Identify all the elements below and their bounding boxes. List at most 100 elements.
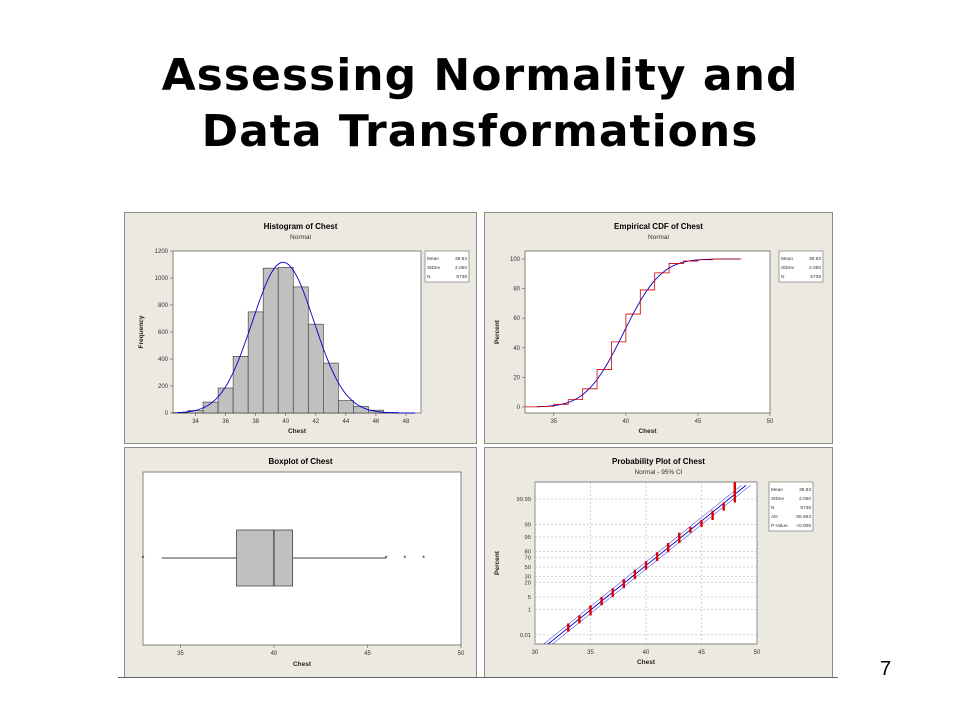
chart-title: Probability Plot of Chest	[612, 457, 705, 466]
y-tick-label: 0.01	[520, 633, 531, 639]
y-tick-label: 200	[158, 384, 169, 390]
box-iqr	[236, 529, 293, 587]
stats-box	[424, 250, 470, 283]
histogram-chart: Histogram of Chest Normal 34 36 38 40 42 44 46 48…	[138, 222, 470, 435]
x-tick-label: 35	[587, 650, 594, 656]
y-tick-label: 95	[525, 535, 531, 541]
probplot-panel: Probability Plot of Chest Normal - 95% CI…	[484, 447, 833, 678]
outlier-marker: *	[385, 556, 388, 563]
stats-value: 5738	[800, 505, 811, 511]
stats-box	[778, 250, 824, 283]
probability-plot-chart: Probability Plot of Chest Normal - 95% CI…	[494, 457, 814, 666]
stats-value: 39.83	[455, 256, 467, 262]
histogram-bar	[277, 267, 294, 414]
y-tick-label: 80	[513, 287, 520, 293]
y-tick-label: 100	[510, 257, 521, 263]
y-tick-label: 600	[158, 330, 169, 336]
stats-value: 39.83	[809, 256, 821, 262]
title-line-1: Assessing Normality and	[161, 50, 799, 101]
x-axis-label: Chest	[288, 428, 307, 435]
x-tick-label: 35	[177, 651, 184, 657]
chart-subtitle: Normal	[648, 234, 670, 241]
x-tick-label: 45	[364, 651, 371, 657]
histogram-bar	[353, 405, 369, 414]
y-tick-label: 1	[528, 607, 531, 613]
stats-label: N	[771, 505, 775, 511]
y-tick-label: 30	[525, 575, 531, 581]
ecdf-chart: Empirical CDF of Chest Normal 35 40 45 50 0 20 4…	[494, 222, 824, 435]
stats-value: 5738	[456, 274, 467, 280]
stats-label: StDev	[771, 496, 785, 502]
y-tick-label: 400	[158, 357, 169, 363]
chart-title: Empirical CDF of Chest	[614, 222, 703, 231]
outlier-marker: *	[142, 556, 145, 563]
x-tick-label: 40	[282, 419, 289, 425]
stats-label: P-Value	[771, 523, 788, 529]
y-axis-label: Frequency	[138, 315, 145, 348]
x-tick-label: 45	[695, 419, 702, 425]
y-tick-label: 800	[158, 303, 169, 309]
x-tick-label: 42	[312, 419, 319, 425]
stats-box	[768, 481, 814, 532]
y-tick-label: 99.99	[516, 497, 531, 503]
empirical-cdf-steps	[525, 258, 742, 408]
boxplot-chart: Boxplot of Chest * * * * 35 40 45 50 Chest	[142, 457, 465, 668]
stats-label: Mean	[781, 256, 793, 262]
x-tick-label: 40	[623, 419, 630, 425]
histogram-bar	[217, 387, 234, 414]
chart-title: Boxplot of Chest	[269, 457, 333, 466]
x-tick-label: 44	[343, 419, 350, 425]
stats-label: StDev	[427, 265, 441, 271]
plot-area	[142, 471, 462, 646]
histogram-bar	[262, 267, 279, 414]
y-tick-label: 40	[513, 346, 520, 352]
x-tick-label: 46	[373, 419, 380, 425]
outlier-marker: *	[404, 556, 407, 563]
x-axis-label: Chest	[637, 659, 656, 666]
stats-value: 39.83	[799, 487, 811, 493]
stats-label: AD	[771, 514, 778, 520]
stats-label: N	[781, 274, 785, 280]
x-tick-label: 40	[271, 651, 278, 657]
plot-area	[524, 250, 771, 414]
y-axis-label: Percent	[494, 319, 501, 344]
outlier-marker: *	[422, 556, 425, 563]
stats-label: StDev	[781, 265, 795, 271]
y-tick-label: 99	[525, 523, 531, 529]
y-tick-label: 20	[513, 375, 520, 381]
chart-title: Histogram of Chest	[264, 222, 338, 231]
stats-label: N	[427, 274, 431, 280]
stats-value: 2.050	[455, 265, 467, 271]
stats-value: 2.050	[809, 265, 821, 271]
y-tick-label: 70	[525, 555, 531, 561]
stats-label: Mean	[771, 487, 783, 493]
ci-upper-line	[543, 485, 742, 644]
chart-subtitle: Normal - 95% CI	[634, 469, 682, 476]
x-tick-label: 48	[403, 419, 410, 425]
x-tick-label: 36	[222, 419, 229, 425]
histogram-bar	[323, 362, 339, 414]
x-tick-label: 50	[458, 651, 465, 657]
x-tick-label: 45	[698, 650, 705, 656]
x-tick-label: 40	[643, 650, 650, 656]
histogram-panel: Histogram of Chest Normal 34 36 38 40 42 44 46 48…	[124, 212, 477, 444]
y-tick-label: 5	[528, 595, 531, 601]
x-tick-label: 30	[532, 650, 539, 656]
normal-fit-curve	[177, 261, 415, 414]
slide-title: Assessing Normality and Data Transformat…	[0, 48, 960, 160]
y-tick-label: 0	[517, 405, 521, 411]
stats-label: Mean	[427, 256, 439, 262]
histogram-bar	[307, 323, 324, 414]
x-tick-label: 34	[192, 419, 199, 425]
y-tick-label: 1200	[155, 249, 169, 255]
histogram-bar	[232, 356, 249, 414]
stats-value: 55.693	[796, 514, 811, 520]
x-axis-label: Chest	[293, 661, 312, 668]
x-tick-label: 35	[550, 419, 557, 425]
x-axis-label: Chest	[638, 428, 657, 435]
y-tick-label: 50	[525, 565, 531, 571]
title-line-2: Data Transformations	[201, 106, 759, 157]
y-tick-label: 0	[165, 411, 169, 417]
x-tick-label: 38	[252, 419, 259, 425]
stats-value: <0.005	[796, 523, 811, 529]
